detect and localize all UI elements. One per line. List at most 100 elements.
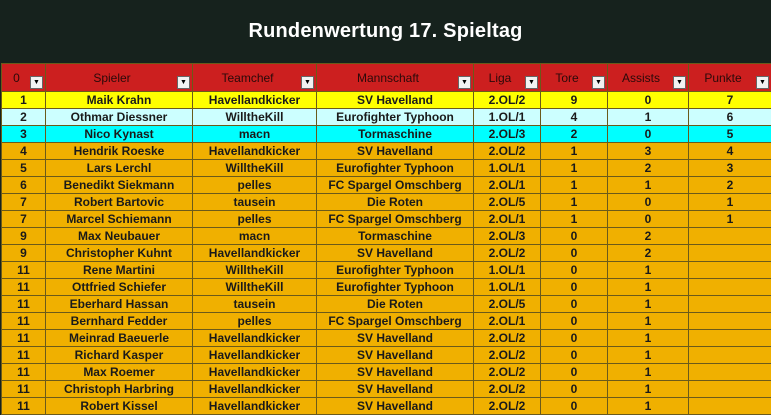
cell-mannschaft[interactable]: Tormaschine bbox=[316, 227, 474, 245]
cell-assists[interactable]: 2 bbox=[607, 159, 689, 177]
table-row[interactable]: 5 Lars Lerchl WilltheKill Eurofighter Typho… bbox=[1, 159, 771, 177]
table-row[interactable]: 11 Richard Kasper Havellandkicker SV Havell… bbox=[1, 346, 771, 364]
cell-tore[interactable]: 0 bbox=[540, 380, 608, 398]
cell-assists[interactable]: 2 bbox=[607, 227, 689, 245]
cell-teamchef[interactable]: WilltheKill bbox=[192, 278, 317, 296]
cell-spieler[interactable]: Hendrik Roeske bbox=[45, 142, 193, 160]
cell-teamchef[interactable]: macn bbox=[192, 125, 317, 143]
cell-rank[interactable]: 11 bbox=[1, 329, 46, 347]
cell-liga[interactable]: 1.OL/1 bbox=[473, 159, 541, 177]
cell-rank[interactable]: 1 bbox=[1, 91, 46, 109]
cell-spieler[interactable]: Meinrad Baeuerle bbox=[45, 329, 193, 347]
cell-liga[interactable]: 2.OL/2 bbox=[473, 142, 541, 160]
table-row[interactable]: 6 Benedikt Siekmann pelles FC Spargel Omsch… bbox=[1, 176, 771, 194]
cell-assists[interactable]: 1 bbox=[607, 278, 689, 296]
cell-assists[interactable]: 1 bbox=[607, 312, 689, 330]
cell-liga[interactable]: 1.OL/1 bbox=[473, 108, 541, 126]
cell-liga[interactable]: 2.OL/3 bbox=[473, 125, 541, 143]
cell-tore[interactable]: 0 bbox=[540, 227, 608, 245]
cell-punkte[interactable]: 4 bbox=[688, 142, 771, 160]
cell-rank[interactable]: 3 bbox=[1, 125, 46, 143]
cell-assists[interactable]: 1 bbox=[607, 108, 689, 126]
cell-mannschaft[interactable]: Eurofighter Typhoon bbox=[316, 261, 474, 279]
cell-rank[interactable]: 11 bbox=[1, 261, 46, 279]
cell-rank[interactable]: 11 bbox=[1, 397, 46, 415]
cell-assists[interactable]: 0 bbox=[607, 193, 689, 211]
cell-teamchef[interactable]: pelles bbox=[192, 210, 317, 228]
cell-teamchef[interactable]: WilltheKill bbox=[192, 108, 317, 126]
cell-rank[interactable]: 5 bbox=[1, 159, 46, 177]
cell-punkte[interactable]: 3 bbox=[688, 159, 771, 177]
column-header-spieler[interactable]: Spieler ▼ bbox=[45, 63, 193, 92]
cell-tore[interactable]: 0 bbox=[540, 278, 608, 296]
table-row[interactable]: 11 Christoph Harbring Havellandkicker SV Ha… bbox=[1, 380, 771, 398]
cell-spieler[interactable]: Ottfried Schiefer bbox=[45, 278, 193, 296]
cell-liga[interactable]: 2.OL/5 bbox=[473, 193, 541, 211]
cell-spieler[interactable]: Max Roemer bbox=[45, 363, 193, 381]
cell-mannschaft[interactable]: Tormaschine bbox=[316, 125, 474, 143]
cell-spieler[interactable]: Robert Kissel bbox=[45, 397, 193, 415]
cell-teamchef[interactable]: Havellandkicker bbox=[192, 346, 317, 364]
cell-liga[interactable]: 2.OL/1 bbox=[473, 176, 541, 194]
cell-spieler[interactable]: Christopher Kuhnt bbox=[45, 244, 193, 262]
cell-liga[interactable]: 2.OL/3 bbox=[473, 227, 541, 245]
table-row[interactable]: 4 Hendrik Roeske Havellandkicker SV Havella… bbox=[1, 142, 771, 160]
filter-dropdown-icon[interactable]: ▼ bbox=[458, 76, 471, 89]
cell-tore[interactable]: 1 bbox=[540, 193, 608, 211]
cell-tore[interactable]: 0 bbox=[540, 329, 608, 347]
table-row[interactable]: 11 Eberhard Hassan tausein Die Roten 2.OL/5 0… bbox=[1, 295, 771, 313]
table-row[interactable]: 7 Marcel Schiemann pelles FC Spargel Omschb… bbox=[1, 210, 771, 228]
cell-rank[interactable]: 9 bbox=[1, 227, 46, 245]
cell-assists[interactable]: 0 bbox=[607, 210, 689, 228]
cell-teamchef[interactable]: Havellandkicker bbox=[192, 363, 317, 381]
cell-teamchef[interactable]: Havellandkicker bbox=[192, 244, 317, 262]
table-row[interactable]: 11 Ottfried Schiefer WilltheKill Eurofighte… bbox=[1, 278, 771, 296]
cell-teamchef[interactable]: WilltheKill bbox=[192, 159, 317, 177]
cell-tore[interactable]: 0 bbox=[540, 346, 608, 364]
cell-teamchef[interactable]: pelles bbox=[192, 176, 317, 194]
cell-rank[interactable]: 11 bbox=[1, 363, 46, 381]
cell-assists[interactable]: 3 bbox=[607, 142, 689, 160]
filter-dropdown-icon[interactable]: ▼ bbox=[673, 76, 686, 89]
cell-spieler[interactable]: Richard Kasper bbox=[45, 346, 193, 364]
cell-spieler[interactable]: Maik Krahn bbox=[45, 91, 193, 109]
cell-rank[interactable]: 7 bbox=[1, 210, 46, 228]
filter-dropdown-icon[interactable]: ▼ bbox=[301, 76, 314, 89]
cell-assists[interactable]: 1 bbox=[607, 176, 689, 194]
cell-tore[interactable]: 2 bbox=[540, 125, 608, 143]
cell-assists[interactable]: 1 bbox=[607, 329, 689, 347]
cell-teamchef[interactable]: tausein bbox=[192, 193, 317, 211]
cell-rank[interactable]: 2 bbox=[1, 108, 46, 126]
filter-dropdown-icon[interactable]: ▼ bbox=[592, 76, 605, 89]
cell-liga[interactable]: 2.OL/5 bbox=[473, 295, 541, 313]
cell-mannschaft[interactable]: SV Havelland bbox=[316, 329, 474, 347]
cell-punkte[interactable] bbox=[688, 227, 771, 245]
cell-punkte[interactable] bbox=[688, 312, 771, 330]
cell-mannschaft[interactable]: Die Roten bbox=[316, 193, 474, 211]
cell-liga[interactable]: 2.OL/2 bbox=[473, 329, 541, 347]
filter-dropdown-icon[interactable]: ▼ bbox=[525, 76, 538, 89]
cell-assists[interactable]: 0 bbox=[607, 91, 689, 109]
column-header-punkte[interactable]: Punkte ▼ bbox=[688, 63, 771, 92]
cell-mannschaft[interactable]: SV Havelland bbox=[316, 142, 474, 160]
cell-rank[interactable]: 11 bbox=[1, 380, 46, 398]
cell-mannschaft[interactable]: Eurofighter Typhoon bbox=[316, 159, 474, 177]
cell-mannschaft[interactable]: Eurofighter Typhoon bbox=[316, 108, 474, 126]
cell-rank[interactable]: 11 bbox=[1, 346, 46, 364]
cell-punkte[interactable] bbox=[688, 397, 771, 415]
cell-teamchef[interactable]: macn bbox=[192, 227, 317, 245]
cell-rank[interactable]: 7 bbox=[1, 193, 46, 211]
cell-mannschaft[interactable]: Die Roten bbox=[316, 295, 474, 313]
cell-assists[interactable]: 1 bbox=[607, 346, 689, 364]
cell-liga[interactable]: 2.OL/2 bbox=[473, 244, 541, 262]
cell-teamchef[interactable]: tausein bbox=[192, 295, 317, 313]
cell-teamchef[interactable]: Havellandkicker bbox=[192, 142, 317, 160]
cell-teamchef[interactable]: Havellandkicker bbox=[192, 329, 317, 347]
column-header-liga[interactable]: Liga ▼ bbox=[473, 63, 541, 92]
cell-tore[interactable]: 0 bbox=[540, 244, 608, 262]
table-row[interactable]: 11 Robert Kissel Havellandkicker SV Havella… bbox=[1, 397, 771, 415]
cell-tore[interactable]: 9 bbox=[540, 91, 608, 109]
cell-liga[interactable]: 2.OL/1 bbox=[473, 312, 541, 330]
column-header-teamchef[interactable]: Teamchef ▼ bbox=[192, 63, 317, 92]
cell-teamchef[interactable]: WilltheKill bbox=[192, 261, 317, 279]
